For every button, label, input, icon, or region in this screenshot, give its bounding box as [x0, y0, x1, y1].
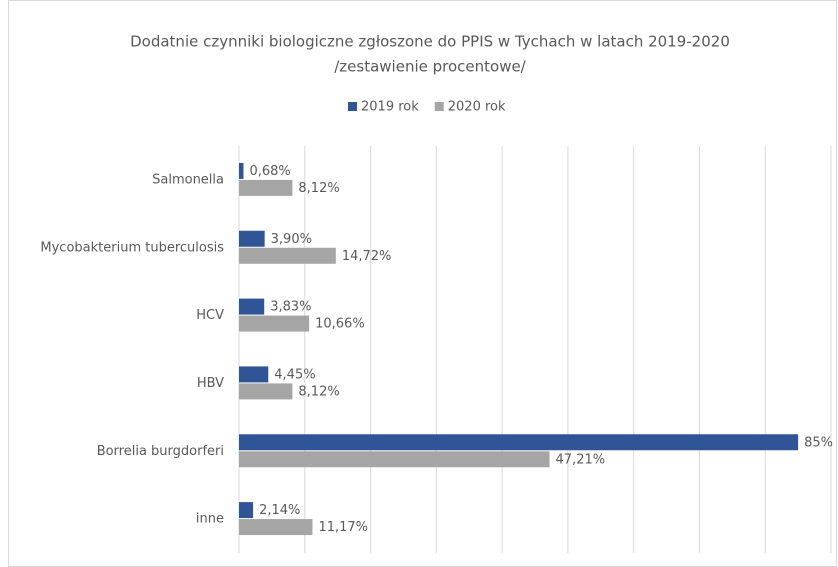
y-tick-label: Mycobakterium tuberculosis	[40, 240, 224, 255]
y-tick-label: HCV	[196, 308, 224, 323]
y-tick-label: Salmonella	[152, 172, 224, 187]
data-label: 8,12%	[298, 181, 339, 196]
data-label: 11,17%	[318, 520, 368, 535]
bar	[239, 315, 310, 332]
bar	[239, 434, 799, 451]
y-tick-label: Borrelia burgdorferi	[97, 444, 224, 459]
legend-swatch	[434, 102, 444, 111]
bar	[239, 519, 313, 536]
bar	[239, 383, 293, 400]
legend-label: 2020 rok	[448, 100, 506, 115]
data-label: 3,83%	[270, 300, 311, 315]
data-label: 47,21%	[556, 452, 606, 467]
bar	[239, 179, 293, 196]
y-tick-label: inne	[196, 512, 224, 527]
legend-swatch	[348, 102, 357, 111]
chart-frame	[8, 0, 837, 567]
data-label: 4,45%	[274, 367, 315, 382]
data-label: 85%	[804, 435, 833, 450]
bar	[239, 298, 265, 315]
data-label: 0,68%	[249, 164, 290, 179]
legend-label: 2019 rok	[361, 100, 419, 115]
bar	[239, 451, 550, 468]
data-label: 10,66%	[315, 317, 365, 332]
chart-title: Dodatnie czynniki biologiczne zgłoszone …	[130, 33, 730, 51]
bar	[239, 366, 269, 383]
y-tick-label: HBV	[197, 376, 224, 391]
data-label: 3,90%	[271, 232, 312, 247]
chart-subtitle: /zestawienie procentowe/	[334, 58, 526, 76]
data-label: 14,72%	[342, 249, 392, 264]
data-label: 8,12%	[298, 384, 339, 399]
bar	[239, 502, 254, 519]
data-label: 2,14%	[259, 503, 300, 518]
bar	[239, 162, 244, 179]
bar	[239, 230, 265, 247]
bar	[239, 247, 336, 264]
